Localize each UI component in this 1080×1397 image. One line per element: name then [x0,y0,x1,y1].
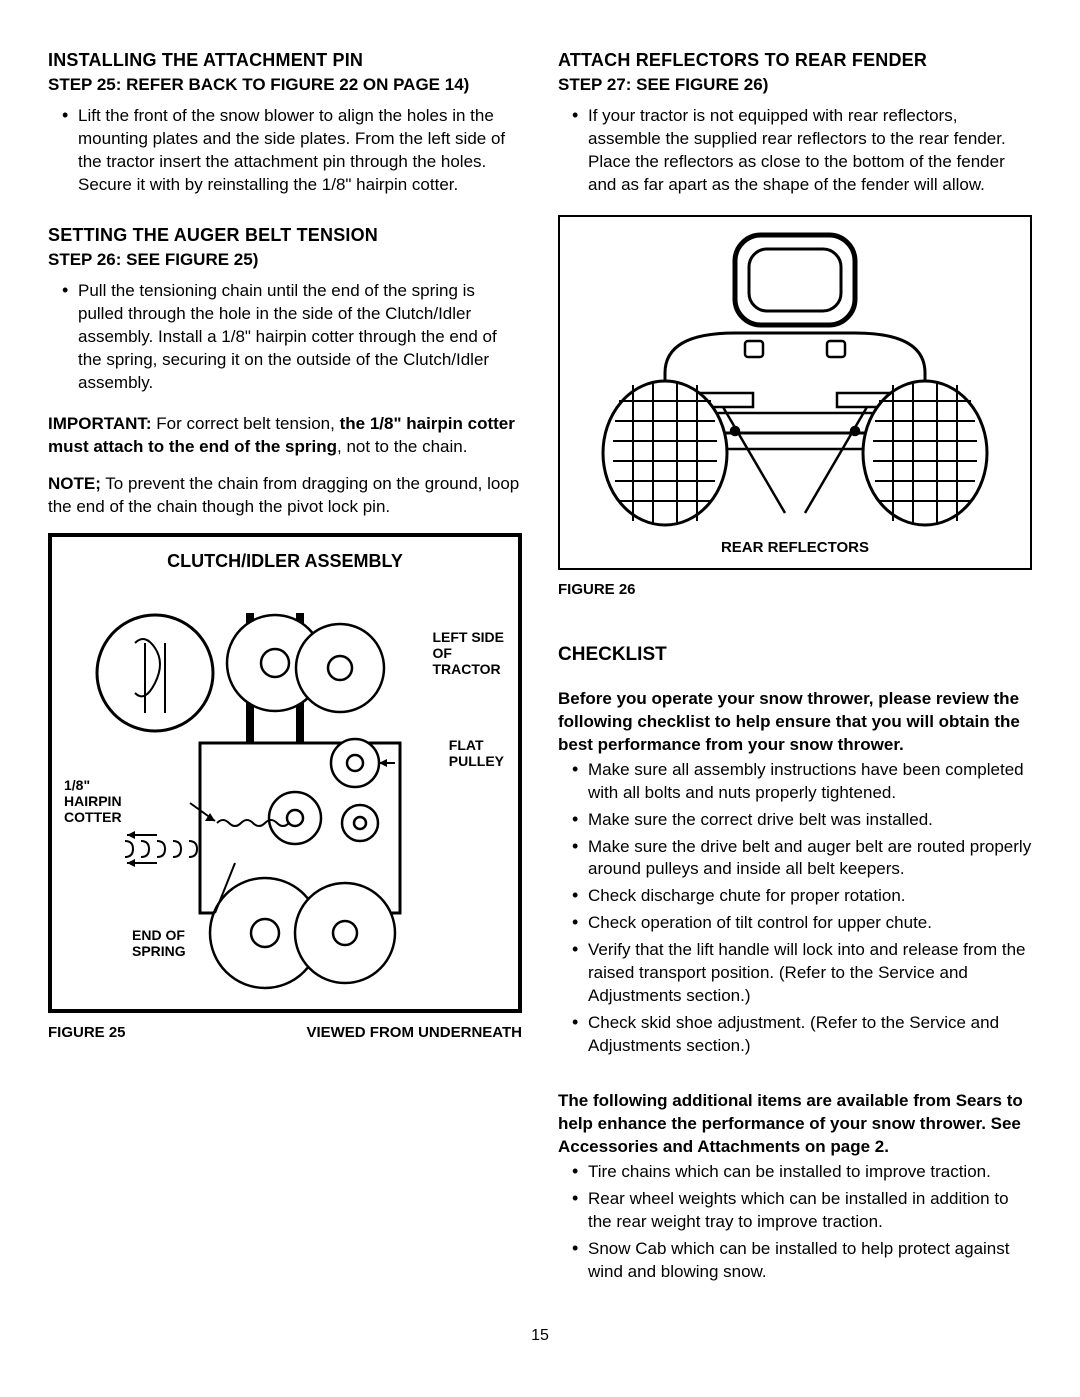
accessories-intro: The following additional items are avail… [558,1090,1032,1159]
list-item: Snow Cab which can be installed to help … [558,1236,1032,1284]
list-item: Make sure all assembly instructions have… [558,757,1032,805]
figure-25-title: CLUTCH/IDLER ASSEMBLY [62,549,508,573]
important-note: IMPORTANT: For correct belt tension, the… [48,413,522,459]
important-label: IMPORTANT: [48,414,152,433]
right-column: ATTACH REFLECTORS TO REAR FENDER STEP 27… [558,48,1032,1285]
step-25-bullet: Lift the front of the snow blower to ali… [48,103,522,197]
list-item: Check skid shoe adjustment. (Refer to th… [558,1010,1032,1058]
label-hairpin-cotter: 1/8" HAIRPIN COTTER [64,777,122,825]
list-item: Verify that the lift handle will lock in… [558,937,1032,1008]
step-25-line: STEP 25: REFER BACK TO FIGURE 22 ON PAGE… [48,74,522,97]
figure-25-box: CLUTCH/IDLER ASSEMBLY [48,533,522,1013]
heading-checklist: CHECKLIST [558,642,1032,668]
figure-25-caption-row: FIGURE 25 VIEWED FROM UNDERNEATH [48,1023,522,1043]
figure-25-caption-left: FIGURE 25 [48,1023,126,1043]
tractor-rear-diagram [575,223,1015,533]
checklist-intro: Before you operate your snow thrower, pl… [558,688,1032,757]
step-26-bullet: Pull the tensioning chain until the end … [48,278,522,395]
label-end-of-spring: END OF SPRING [132,927,186,959]
label-rear-reflectors: REAR REFLECTORS [560,538,1030,558]
list-item: Make sure the drive belt and auger belt … [558,834,1032,882]
note-label: NOTE; [48,474,101,493]
heading-attachment-pin: INSTALLING THE ATTACHMENT PIN [48,48,522,72]
figure-26-caption: FIGURE 26 [558,580,1032,600]
section-reflectors: ATTACH REFLECTORS TO REAR FENDER STEP 27… [558,48,1032,197]
list-item: Rear wheel weights which can be installe… [558,1186,1032,1234]
section-attachment-pin: INSTALLING THE ATTACHMENT PIN STEP 25: R… [48,48,522,197]
figure-26-box: REAR REFLECTORS [558,215,1032,570]
accessories-items: Tire chains which can be installed to im… [558,1159,1032,1284]
figure-25-caption-right: VIEWED FROM UNDERNEATH [306,1023,522,1043]
note-text: To prevent the chain from dragging on th… [48,474,519,516]
list-item: Tire chains which can be installed to im… [558,1159,1032,1184]
page-number: 15 [48,1325,1032,1347]
section-auger-belt: SETTING THE AUGER BELT TENSION STEP 26: … [48,223,522,395]
list-item: Check operation of tilt control for uppe… [558,910,1032,935]
step-27-bullet: If your tractor is not equipped with rea… [558,103,1032,197]
label-flat-pulley: FLAT PULLEY [449,737,504,769]
step-27-line: STEP 27: SEE FIGURE 26) [558,74,1032,97]
important-text-1: For correct belt tension, [152,414,340,433]
chain-note: NOTE; To prevent the chain from dragging… [48,473,522,519]
left-column: INSTALLING THE ATTACHMENT PIN STEP 25: R… [48,48,522,1285]
list-item: Check discharge chute for proper rotatio… [558,883,1032,908]
checklist-items: Make sure all assembly instructions have… [558,757,1032,1058]
important-text-2: , not to the chain. [337,437,467,456]
step-26-line: STEP 26: SEE FIGURE 25) [48,249,522,272]
list-item: Make sure the correct drive belt was ins… [558,807,1032,832]
label-left-side-tractor: LEFT SIDE OF TRACTOR [432,629,504,677]
heading-reflectors: ATTACH REFLECTORS TO REAR FENDER [558,48,1032,72]
heading-auger-belt: SETTING THE AUGER BELT TENSION [48,223,522,247]
